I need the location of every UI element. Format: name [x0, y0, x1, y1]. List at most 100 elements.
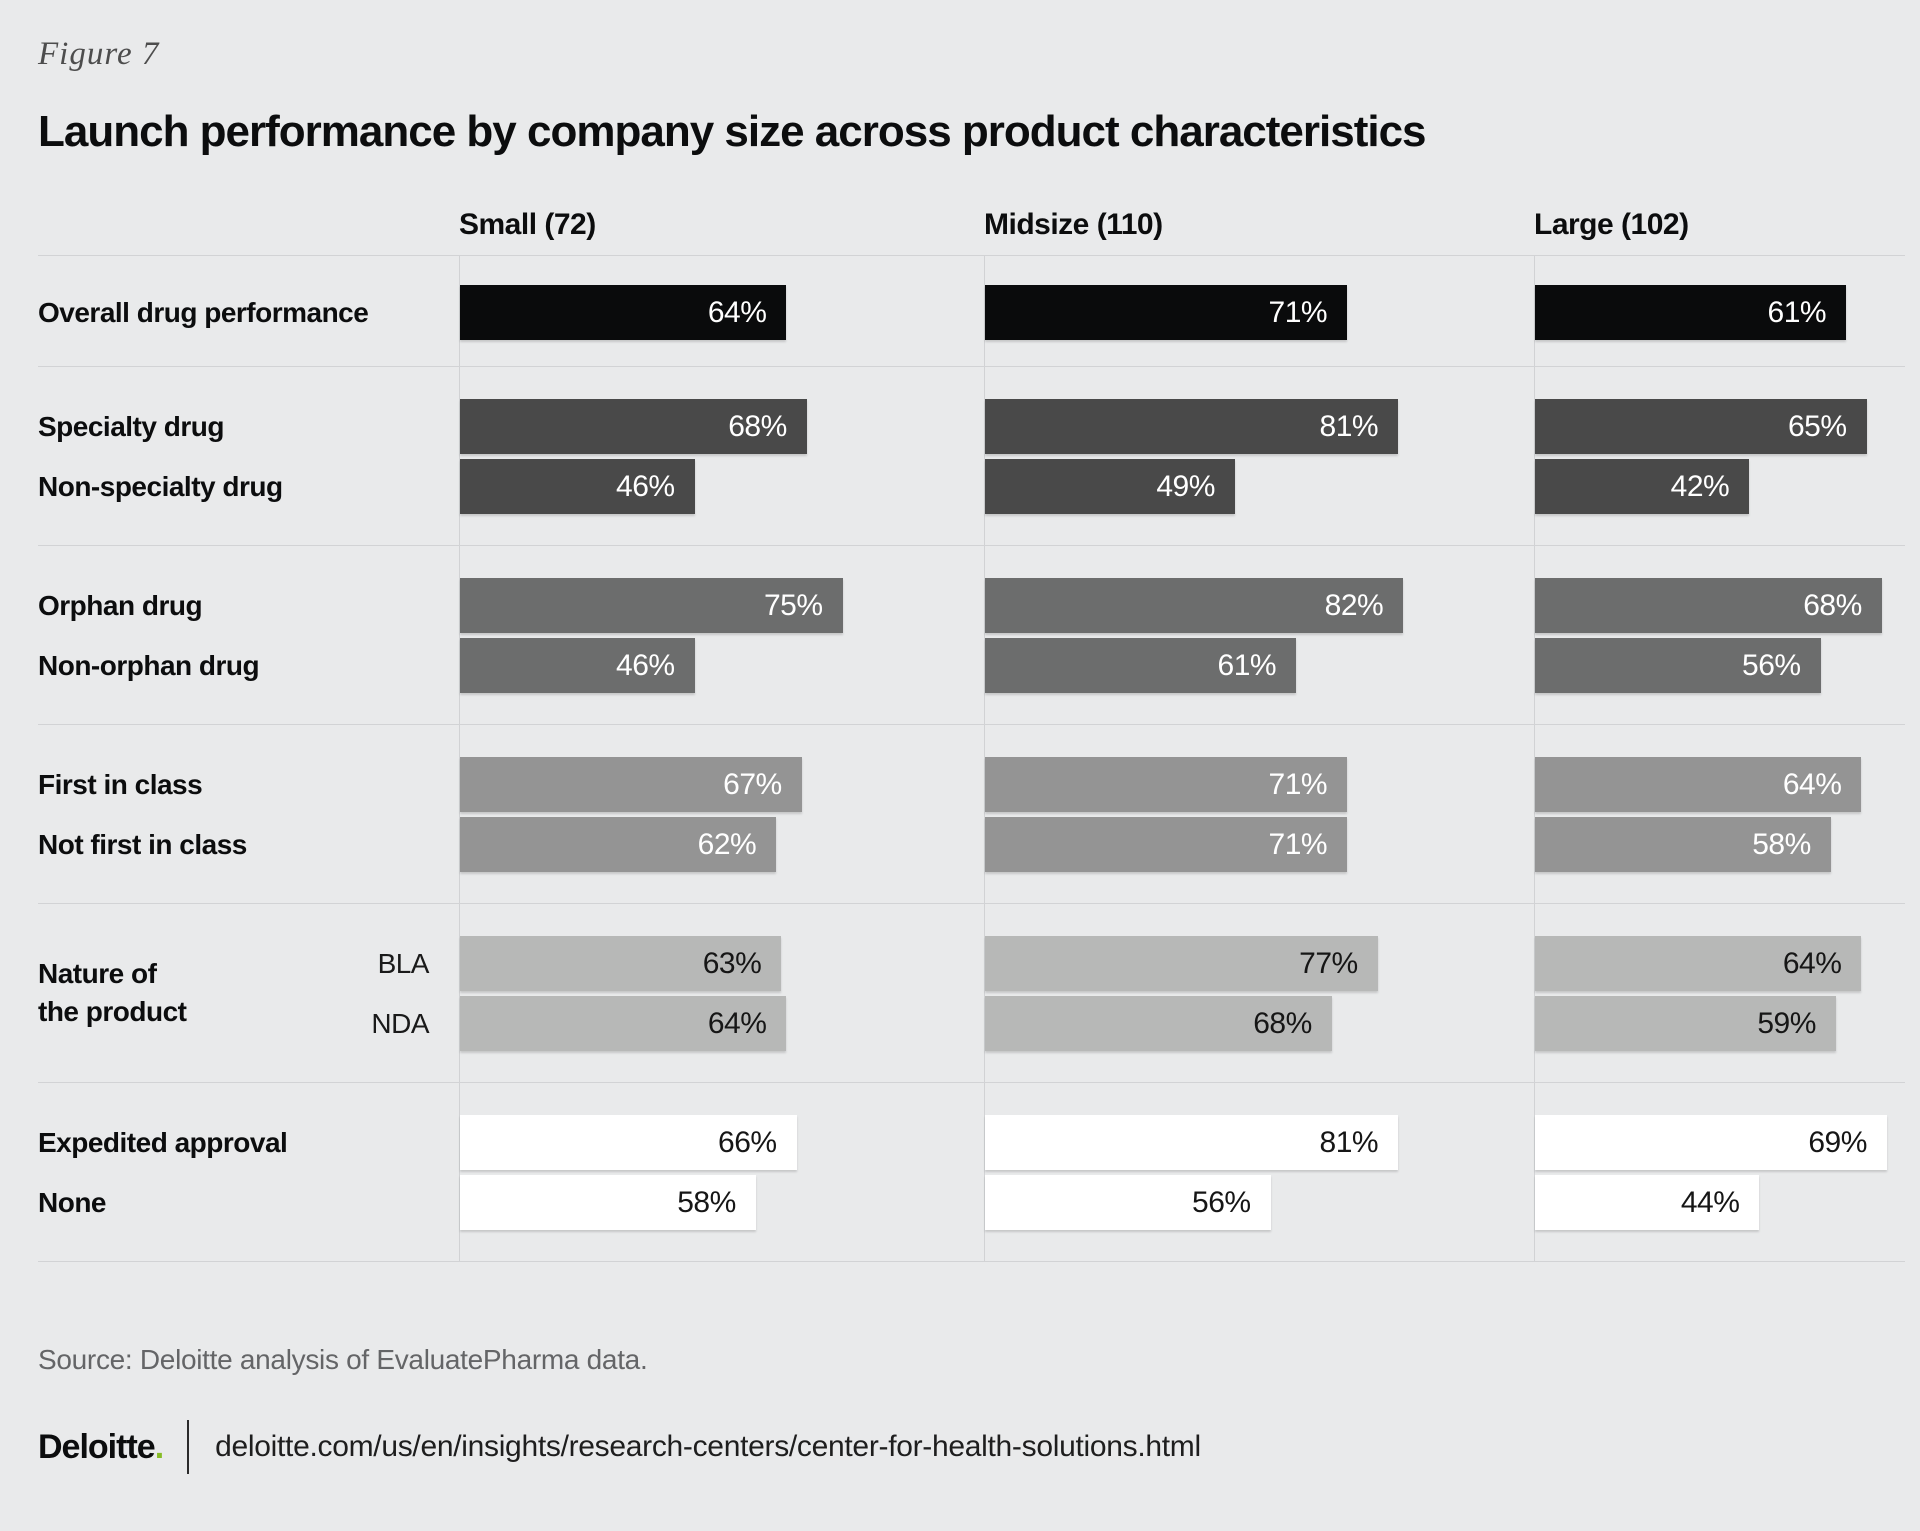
bar-value: 46% — [616, 648, 675, 682]
bar-value: 44% — [1680, 1185, 1740, 1219]
chart-group: Overall drug performance 64% 71% 61% — [38, 255, 1905, 367]
group-label-cell: Overall drug performance — [38, 256, 459, 366]
bar-value: 42% — [1670, 469, 1730, 503]
bar: 64% — [1535, 936, 1862, 992]
bar: 64% — [1535, 757, 1862, 813]
row-label: Overall drug performance — [38, 296, 369, 328]
deloitte-logo: Deloitte. — [38, 1427, 165, 1467]
row-label: Orphan drug — [38, 589, 203, 621]
bar-value: 77% — [1299, 946, 1358, 980]
bar-column-2: 81% 56% — [984, 1083, 1534, 1262]
bar-value: 81% — [1319, 409, 1379, 443]
bar-value: 58% — [677, 1185, 736, 1219]
group-label-cell: Nature of the product BLA NDA — [38, 904, 459, 1082]
bar-value: 46% — [616, 469, 675, 503]
bar: 68% — [460, 399, 807, 455]
bar-value: 64% — [1782, 767, 1842, 801]
bar-column-2: 71% 71% — [984, 725, 1534, 904]
bar-track: 81% 49% — [985, 399, 1495, 515]
group-label-cell: Orphan drug Non-orphan drug — [38, 546, 459, 724]
bar-track: 71% 71% — [985, 757, 1495, 873]
bar: 82% — [985, 578, 1404, 634]
bar: 68% — [1535, 578, 1882, 634]
bar-track: 66% 58% — [460, 1115, 970, 1231]
bar-value: 68% — [728, 409, 787, 443]
bar-track: 81% 56% — [985, 1115, 1495, 1231]
bar-track: 61% — [1535, 285, 1920, 341]
bar-value: 59% — [1757, 1006, 1816, 1040]
row-label: Non-orphan drug — [38, 649, 260, 681]
bar-value: 67% — [723, 767, 782, 801]
bar: 81% — [985, 1115, 1399, 1171]
row-label: Expedited approval — [38, 1126, 288, 1158]
bar-value: 58% — [1752, 827, 1811, 861]
bar-value: 71% — [1268, 295, 1328, 329]
bar: 69% — [1535, 1115, 1887, 1171]
bar: 58% — [1535, 817, 1831, 873]
bar-value: 71% — [1268, 827, 1328, 861]
bar-sublabel: BLA — [377, 947, 430, 979]
bar-track: 64% 59% — [1535, 936, 1920, 1052]
bar: 56% — [985, 1175, 1271, 1231]
row-label: Specialty drug — [38, 410, 224, 442]
bar: 66% — [460, 1115, 797, 1171]
bar-track: 67% 62% — [460, 757, 970, 873]
bar-column-1: 67% 62% — [459, 725, 984, 904]
bar: 81% — [985, 399, 1399, 455]
bar: 63% — [460, 936, 782, 992]
bar-value: 71% — [1268, 767, 1328, 801]
column-header-small: Small (72) — [459, 208, 596, 242]
bar: 61% — [985, 638, 1297, 694]
bar-column-1: 68% 46% — [459, 367, 984, 546]
row-label: Not first in class — [38, 828, 247, 860]
bar-value: 64% — [1782, 946, 1842, 980]
bar: 58% — [460, 1175, 756, 1231]
bar-column-3: 65% 42% — [1534, 367, 1905, 546]
chart-group: Specialty drug Non-specialty drug 68% 46% 81… — [38, 366, 1905, 546]
bar-track: 69% 44% — [1535, 1115, 1920, 1231]
bar-value: 56% — [1192, 1185, 1251, 1219]
bar: 46% — [460, 459, 695, 515]
bar: 42% — [1535, 459, 1750, 515]
bar-value: 65% — [1787, 409, 1847, 443]
column-header-midsize: Midsize (110) — [984, 208, 1163, 242]
bar-column-2: 77% 68% — [984, 904, 1534, 1083]
bar: 71% — [985, 817, 1348, 873]
bar: 59% — [1535, 996, 1836, 1052]
row-label: Non-specialty drug — [38, 470, 283, 502]
bar-value: 66% — [718, 1125, 777, 1159]
bar-value: 61% — [1767, 295, 1827, 329]
bar-track: 75% 46% — [460, 578, 970, 694]
bar-value: 56% — [1742, 648, 1801, 682]
bar: 77% — [985, 936, 1378, 992]
bar-column-1: 63% 64% — [459, 904, 984, 1083]
bar: 71% — [985, 757, 1348, 813]
bar-column-1: 75% 46% — [459, 546, 984, 725]
deloitte-logo-text: Deloitte — [38, 1427, 156, 1466]
bar-track: 68% 56% — [1535, 578, 1920, 694]
bar-track: 64% — [460, 285, 970, 341]
chart-body: Overall drug performance 64% 71% 61% Special… — [38, 255, 1905, 1263]
bar-value: 62% — [697, 827, 757, 861]
bar-value: 64% — [707, 295, 767, 329]
column-header-large: Large (102) — [1534, 208, 1689, 242]
bar-column-1: 66% 58% — [459, 1083, 984, 1262]
footer: Deloitte. deloitte.com/us/en/insights/re… — [38, 1420, 1905, 1475]
source-note: Source: Deloitte analysis of EvaluatePha… — [38, 1344, 648, 1376]
bar-value: 82% — [1324, 588, 1384, 622]
bar-column-3: 68% 56% — [1534, 546, 1905, 725]
bar-column-3: 64% 59% — [1534, 904, 1905, 1083]
bar-column-1: 64% — [459, 256, 984, 367]
bar: 46% — [460, 638, 695, 694]
bar-column-3: 61% — [1534, 256, 1905, 367]
figure-page: Figure 7 Launch performance by company s… — [0, 36, 1905, 1475]
bar-track: 63% 64% — [460, 936, 970, 1052]
bar-track: 68% 46% — [460, 399, 970, 515]
group-label: Nature of the product — [38, 958, 187, 1028]
bar-value: 75% — [763, 588, 823, 622]
footer-url: deloitte.com/us/en/insights/research-cen… — [215, 1430, 1201, 1464]
deloitte-logo-green-dot: . — [154, 1427, 165, 1466]
chart-group: First in class Not first in class 67% 62% 71… — [38, 724, 1905, 904]
bar: 56% — [1535, 638, 1821, 694]
bar: 62% — [460, 817, 777, 873]
